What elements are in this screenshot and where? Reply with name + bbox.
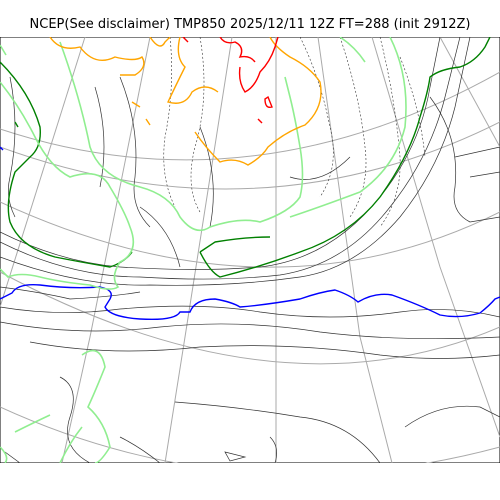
meridian bbox=[371, 37, 500, 438]
temperature-map[interactable] bbox=[0, 37, 500, 463]
red-isotherm bbox=[182, 37, 279, 124]
orange-isotherm bbox=[49, 37, 322, 166]
map-frame[interactable] bbox=[0, 37, 500, 463]
parallel bbox=[0, 271, 500, 365]
green-isotherm bbox=[0, 37, 491, 278]
parallel bbox=[0, 406, 500, 463]
thin-isotherms bbox=[0, 37, 500, 463]
meridian bbox=[61, 37, 151, 463]
lightgreen-isotherm bbox=[0, 37, 407, 463]
parallel bbox=[0, 121, 500, 190]
meridian bbox=[439, 37, 500, 148]
dotted-isotherms bbox=[163, 37, 426, 228]
parallel bbox=[0, 71, 500, 161]
map-title: NCEP(See disclaimer) TMP850 2025/12/11 1… bbox=[29, 17, 471, 32]
meridian bbox=[164, 37, 233, 463]
